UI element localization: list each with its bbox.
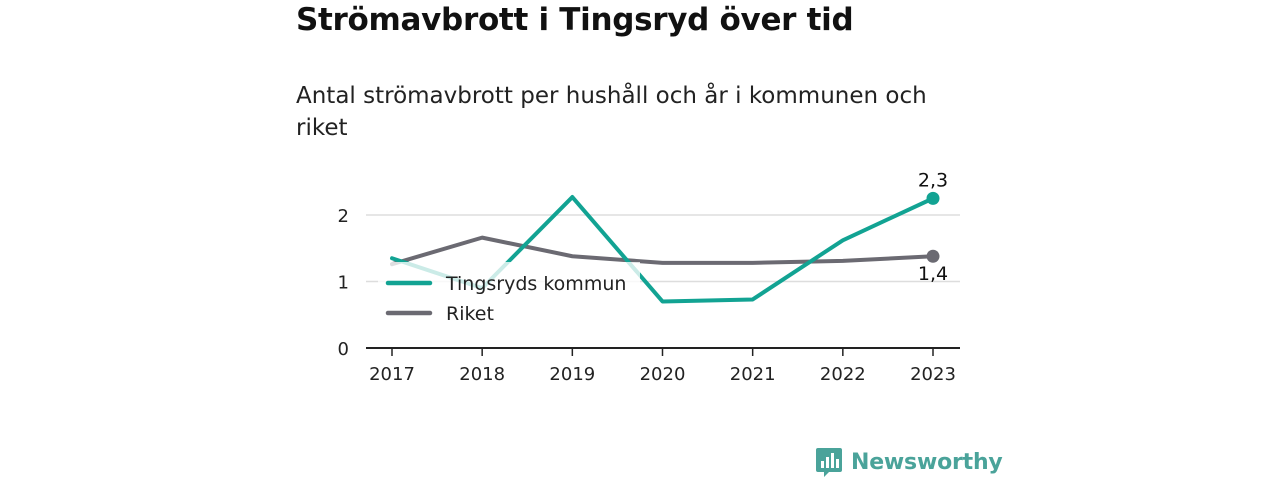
end-labels: 2,3 1,4 — [918, 169, 948, 285]
y-axis-ticks: 0 1 2 — [338, 206, 349, 360]
legend: Tingsryds kommun Riket — [378, 262, 640, 330]
end-label-riket: 1,4 — [918, 263, 948, 285]
legend-background — [378, 262, 640, 330]
legend-label-riket: Riket — [446, 303, 494, 325]
x-tick-label-2020: 2020 — [640, 364, 686, 385]
x-tick-label-2023: 2023 — [910, 364, 956, 385]
series-end-point-riket — [926, 249, 940, 263]
end-label-tingsryd: 2,3 — [918, 169, 948, 191]
x-axis: 2017 2018 2019 2020 2021 2022 2023 — [366, 347, 960, 385]
legend-label-tingsryd: Tingsryds kommun — [445, 273, 626, 295]
x-tick-label-2019: 2019 — [549, 364, 595, 385]
chart-subtitle: Antal strömavbrott per hushåll och år i … — [296, 83, 927, 141]
chart-title: Strömavbrott i Tingsryd över tid — [296, 2, 854, 38]
y-tick-label-0: 0 — [338, 339, 349, 360]
series-line-riket — [390, 235, 935, 267]
x-tick-label-2017: 2017 — [369, 364, 415, 385]
newsworthy-logo-icon — [816, 448, 842, 477]
newsworthy-brand: Newsworthy — [815, 446, 1003, 478]
series-end-point-tingsryd — [926, 191, 940, 205]
y-tick-label-2: 2 — [338, 206, 349, 227]
x-tick-label-2021: 2021 — [730, 364, 776, 385]
x-tick-label-2018: 2018 — [459, 364, 505, 385]
y-tick-label-1: 1 — [338, 273, 349, 294]
x-tick-label-2022: 2022 — [820, 364, 866, 385]
brand-name: Newsworthy — [851, 449, 1003, 475]
